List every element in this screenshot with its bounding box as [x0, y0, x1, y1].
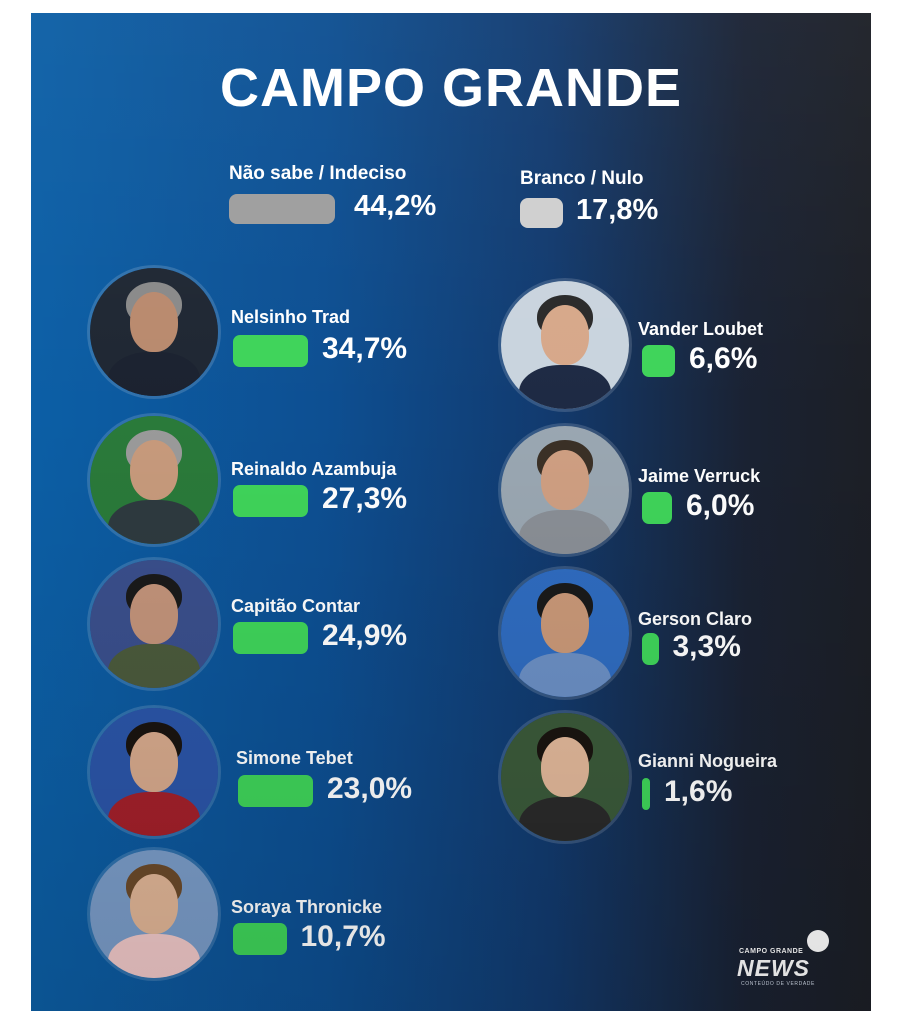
candidate-value: 27,3%: [322, 482, 408, 515]
candidate-bar: [642, 778, 650, 810]
candidate-photo: [90, 850, 218, 978]
photo-body: [519, 653, 611, 697]
candidate-bar: [233, 485, 308, 517]
other-response-label: Branco / Nulo: [520, 168, 644, 189]
campo-grande-news-logo: CAMPO GRANDE NEWS CONTEÚDO DE VERDADE: [737, 930, 837, 1000]
other-response: Não sabe / Indeciso 44,2%: [229, 163, 436, 224]
photo-face: [541, 593, 589, 653]
other-response-value: 44,2%: [354, 190, 437, 222]
candidate-value: 24,9%: [322, 619, 408, 652]
chart-title: CAMPO GRANDE: [219, 58, 682, 118]
candidate-name: Soraya Thronicke: [231, 897, 383, 917]
candidate-photo: [501, 426, 629, 554]
photo-face: [130, 584, 178, 644]
candidate-photo: [90, 560, 218, 688]
photo-body: [108, 644, 200, 688]
candidate-value: 23,0%: [327, 772, 413, 805]
candidate-name: Capitão Contar: [231, 596, 361, 616]
candidate-bar: [642, 633, 659, 665]
logo-top-text: CAMPO GRANDE: [739, 948, 804, 955]
poll-poster: CAMPO GRANDE Não sabe / Indeciso 44,2% Bra…: [31, 13, 871, 1011]
photo-face: [130, 292, 178, 352]
photo-body: [519, 797, 611, 841]
other-response-value: 17,8%: [576, 194, 659, 226]
candidate-name: Jaime Verruck: [638, 466, 761, 486]
photo-face: [130, 732, 178, 792]
candidate-bar: [233, 622, 308, 654]
other-response: Branco / Nulo 17,8%: [520, 168, 658, 228]
photo-face: [130, 440, 178, 500]
candidate-value: 6,6%: [689, 342, 758, 375]
candidate-name: Gerson Claro: [638, 609, 753, 629]
photo-body: [108, 500, 200, 544]
photo-body: [519, 365, 611, 409]
other-response-bar: [229, 194, 336, 224]
candidate-photo: [501, 569, 629, 697]
photo-face: [541, 305, 589, 365]
candidate-value: 10,7%: [300, 920, 386, 953]
candidate-photo: [90, 268, 218, 396]
candidate-bar: [642, 345, 675, 377]
candidate-value: 3,3%: [672, 630, 741, 663]
candidate-bar: [233, 923, 287, 955]
candidate-name: Nelsinho Trad: [231, 307, 351, 327]
candidate-photo: [501, 713, 629, 841]
candidate-bar: [238, 775, 313, 807]
candidate-value: 6,0%: [686, 489, 755, 522]
candidate-name: Reinaldo Azambuja: [231, 459, 397, 479]
candidate-photo: [90, 416, 218, 544]
other-response-label: Não sabe / Indeciso: [229, 163, 407, 184]
photo-face: [130, 874, 178, 934]
photo-body: [108, 792, 200, 836]
candidate-value: 34,7%: [322, 332, 408, 365]
logo-tagline: CONTEÚDO DE VERDADE: [741, 981, 815, 987]
candidate-name: Gianni Nogueira: [638, 751, 778, 771]
photo-face: [541, 737, 589, 797]
photo-face: [541, 450, 589, 510]
candidate-bar: [233, 335, 308, 367]
candidate-bar: [642, 492, 672, 524]
photo-body: [108, 352, 200, 396]
candidate-photo: [501, 281, 629, 409]
photo-body: [108, 934, 200, 978]
logo-main-text: NEWS: [737, 955, 810, 981]
photo-body: [519, 510, 611, 554]
candidate-photo: [90, 708, 218, 836]
candidate-name: Vander Loubet: [638, 319, 764, 339]
candidate-value: 1,6%: [664, 775, 733, 808]
other-response-bar: [520, 198, 563, 228]
candidate-name: Simone Tebet: [236, 748, 353, 768]
logo-dot-icon: [807, 930, 829, 952]
